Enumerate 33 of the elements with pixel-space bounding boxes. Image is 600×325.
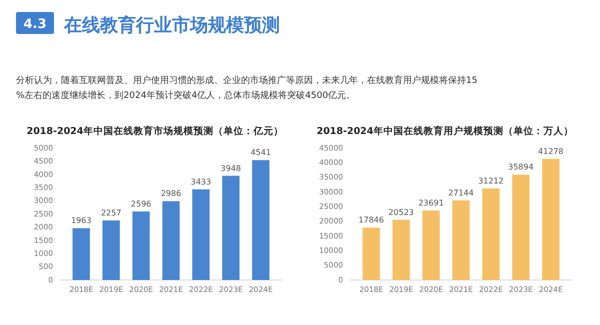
bar	[392, 220, 410, 280]
bar	[102, 220, 120, 280]
bar	[162, 201, 180, 280]
bar	[362, 228, 380, 280]
bar	[192, 189, 210, 280]
text: 分析认为，随着互联网普及、用户使用习惯的形成、企业的市场推广等原因，未来几年，在线教育用户规模将保持15%左右的速度继续增长，到2024年预计突破4亿人，总体市场规模将突破4500亿元。	[16, 75, 478, 101]
data-label: 31212	[478, 176, 504, 186]
bar	[72, 228, 90, 280]
data-label: 35894	[508, 162, 534, 172]
data-label: 20523	[388, 208, 414, 217]
bar	[132, 211, 150, 280]
data-label: 27144	[448, 188, 474, 198]
data-label: 2986	[160, 189, 182, 198]
bar	[482, 188, 500, 280]
data-label: 2257	[100, 208, 122, 218]
text: 在线教育行业市场规模预测	[63, 14, 280, 36]
bar	[542, 158, 560, 280]
data-label: 41278	[538, 146, 564, 156]
bar	[512, 174, 530, 280]
data-label: 3433	[190, 177, 212, 186]
data-label: 23691	[418, 198, 444, 208]
data-label: 2596	[130, 199, 152, 208]
data-label: 17846	[358, 216, 384, 225]
chart-title: 2018-2024年中国在线教育市场规模预测（单位：亿元）	[26, 125, 284, 137]
text: 4.3	[23, 17, 47, 32]
data-label: 3948	[220, 164, 242, 173]
data-label: 1963	[71, 216, 92, 226]
chart-title: 2018-2024年中国在线教育用户规模预测（单位：万人）	[316, 125, 574, 137]
bar	[222, 176, 240, 280]
data-label: 4541	[250, 148, 271, 158]
bar	[422, 210, 440, 280]
bar	[252, 160, 270, 280]
bar	[452, 200, 470, 280]
